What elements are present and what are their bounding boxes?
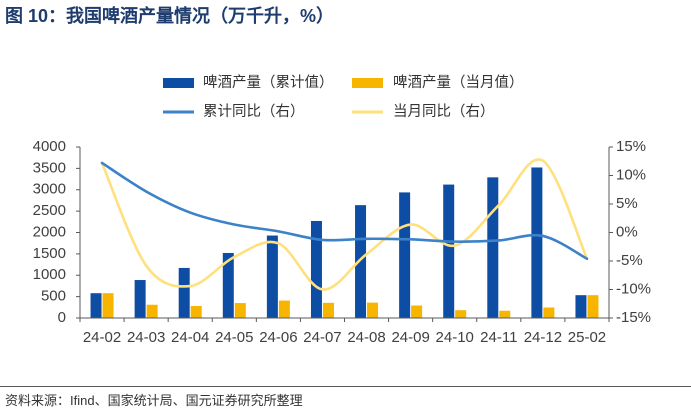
x-category-label: 24-02 (83, 329, 121, 346)
left-y-tick-label: 3500 (33, 159, 66, 176)
right-y-tick-label: -10% (616, 280, 651, 297)
right-y-tick-label: 0% (616, 223, 638, 240)
figure-title: 图 10：我国啤酒产量情况（万千升，%） (5, 6, 335, 26)
legend-swatch-cumulative-output (163, 78, 194, 88)
left-y-tick-label: 2500 (33, 202, 66, 219)
monthly-output-bar (587, 295, 599, 318)
legend-label-monthly-output: 啤酒产量（当月值） (393, 74, 524, 91)
right-y-tick-label: -5% (616, 252, 643, 269)
x-category-label: 24-05 (215, 329, 253, 346)
monthly-output-bar (278, 300, 290, 318)
x-category-label: 24-07 (303, 329, 341, 346)
x-category-label: 24-12 (524, 329, 562, 346)
cumulative-output-bar (90, 293, 102, 318)
monthly-output-bar (455, 310, 467, 318)
right-y-tick-label: -15% (616, 309, 651, 326)
left-y-tick-label: 500 (41, 288, 66, 305)
monthly-output-bar (102, 293, 114, 318)
x-category-label: 24-04 (171, 329, 209, 346)
monthly-output-bar (499, 310, 511, 318)
left-y-tick-label: 4000 (33, 138, 66, 155)
monthly-output-bar (190, 306, 202, 318)
cumulative-output-bar (222, 252, 234, 318)
monthly-output-bar (322, 302, 334, 318)
legend-label-monthly-yoy: 当月同比（右） (393, 103, 495, 120)
cumulative-output-bar (575, 295, 587, 318)
monthly-output-bar (543, 307, 555, 318)
right-y-tick-label: 5% (616, 195, 638, 212)
plot-area: 0 500 1000 1500 2000 2500 3000 3500 4000 -15% -10%… (33, 138, 651, 346)
monthly-output-bar (234, 303, 246, 318)
legend: 啤酒产量（累计值） 啤酒产量（当月值） 累计同比（右） 当月同比（右） (163, 74, 524, 120)
cumulative-output-bar (178, 267, 190, 318)
left-y-tick-label: 3000 (33, 181, 66, 198)
x-category-label: 24-09 (391, 329, 429, 346)
right-y-tick-label: 15% (616, 138, 646, 155)
cumulative-output-bar (266, 235, 278, 318)
cumulative-output-bar (355, 205, 367, 318)
monthly-output-bar (411, 305, 423, 318)
x-category-label: 24-03 (127, 329, 165, 346)
beer-production-chart: 啤酒产量（累计值） 啤酒产量（当月值） 累计同比（右） 当月同比（右） 0 500… (33, 74, 651, 346)
legend-label-cumulative-yoy: 累计同比（右） (203, 103, 305, 120)
left-y-tick-label: 0 (58, 309, 66, 326)
source-note: 资料来源：Ifind、国家统计局、国元证券研究所整理 (5, 393, 303, 408)
cumulative-output-bar (134, 280, 146, 318)
monthly-yoy-line (100, 158, 589, 291)
source-divider (0, 386, 691, 387)
right-y-tick-label: 10% (616, 166, 646, 183)
legend-label-cumulative-output: 啤酒产量（累计值） (203, 74, 334, 91)
left-y-tick-label: 2000 (33, 223, 66, 240)
x-category-label: 24-11 (480, 329, 517, 346)
cumulative-output-bar (487, 177, 499, 318)
monthly-output-bar (146, 304, 158, 318)
x-category-label: 25-02 (568, 329, 606, 346)
cumulative-output-bar (531, 167, 543, 318)
cumulative-output-bar (310, 220, 322, 318)
legend-swatch-monthly-output (352, 78, 383, 88)
x-category-label: 24-06 (259, 329, 297, 346)
cumulative-output-bar (443, 184, 455, 318)
x-category-label: 24-10 (436, 329, 474, 346)
left-y-tick-label: 1500 (33, 245, 66, 262)
x-category-label: 24-08 (347, 329, 385, 346)
cumulative-output-bar (399, 192, 411, 318)
monthly-output-bar (367, 302, 379, 318)
cumulative-yoy-line (100, 161, 589, 261)
left-y-tick-label: 1000 (33, 266, 66, 283)
